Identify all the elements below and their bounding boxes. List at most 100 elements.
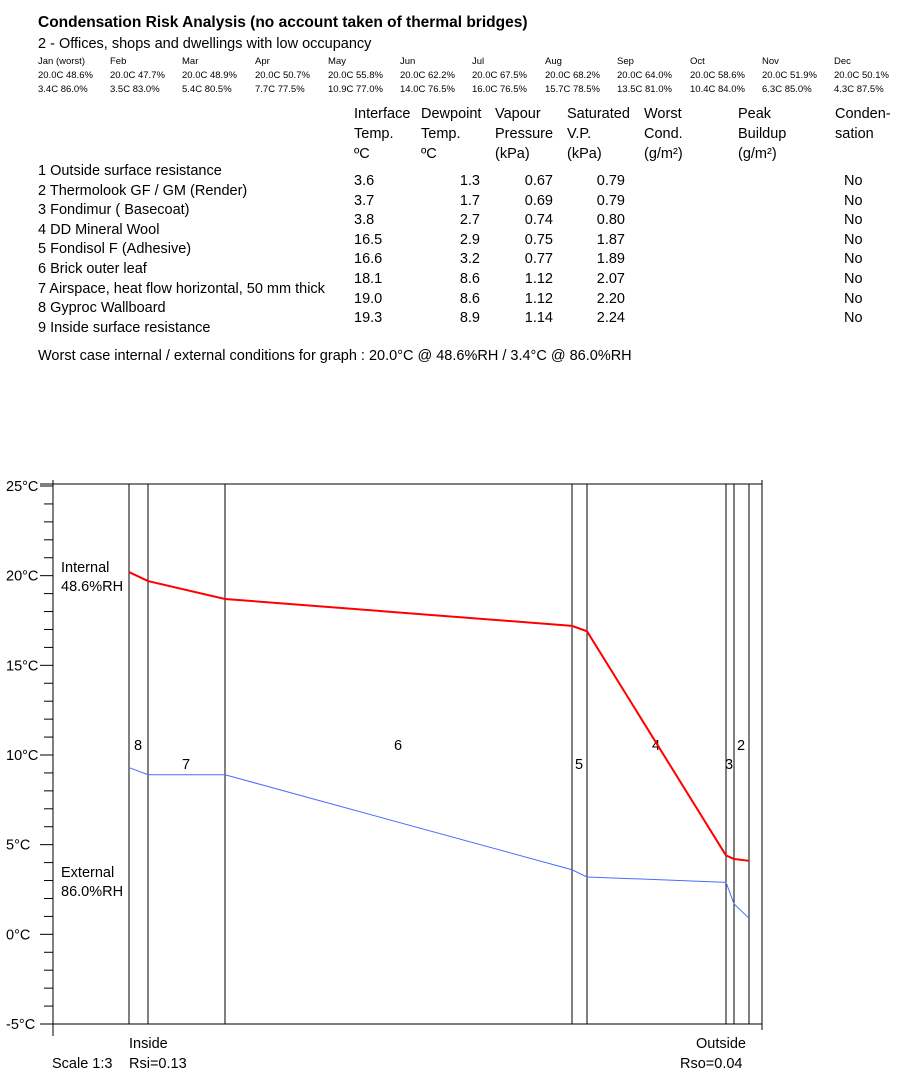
layer-number: 2 bbox=[737, 738, 745, 754]
cell-condensation: No bbox=[844, 290, 863, 307]
cell-interface-temp: 3.7 bbox=[354, 192, 375, 209]
layer-name: 2 Thermolook GF / GM (Render) bbox=[38, 182, 248, 199]
table-header: Saturated V.P. (kPa) bbox=[567, 106, 630, 162]
y-tick-label: 10°C bbox=[6, 748, 38, 764]
cell-interface-temp: 3.8 bbox=[354, 212, 375, 229]
month-name: Dec bbox=[834, 56, 851, 67]
month-internal: 20.0C 50.1% bbox=[834, 70, 889, 81]
y-tick-label: 25°C bbox=[6, 479, 38, 495]
cell-svp: 2.07 bbox=[596, 271, 625, 287]
month-internal: 20.0C 67.5% bbox=[472, 70, 527, 81]
cell-interface-temp: 16.5 bbox=[354, 231, 383, 248]
month-external: 14.0C 76.5% bbox=[400, 84, 455, 95]
table-header: Conden-sation bbox=[835, 106, 891, 142]
cell-condensation: No bbox=[844, 231, 863, 248]
month-name: Jul bbox=[472, 56, 485, 67]
month-name: May bbox=[328, 56, 346, 67]
month-external: 7.7C 77.5% bbox=[255, 84, 305, 95]
cell-vp: 0.74 bbox=[524, 212, 553, 229]
cell-condensation: No bbox=[844, 173, 863, 189]
layer-name: 4 DD Mineral Wool bbox=[38, 221, 160, 238]
cell-condensation: No bbox=[844, 212, 863, 229]
temperature-line bbox=[128, 571, 750, 862]
y-tick-label: 5°C bbox=[6, 838, 30, 854]
cell-interface-temp: 18.1 bbox=[354, 271, 383, 287]
layer-name: 1 Outside surface resistance bbox=[38, 163, 222, 179]
cell-svp: 1.89 bbox=[596, 251, 625, 268]
scale-label: Scale 1:3 bbox=[52, 1056, 112, 1072]
month-external: 5.4C 80.5% bbox=[182, 84, 232, 95]
inside-label: Inside bbox=[129, 1036, 168, 1052]
layer-name: 5 Fondisol F (Adhesive) bbox=[38, 241, 192, 258]
y-tick-label: 15°C bbox=[6, 658, 38, 674]
month-internal: 20.0C 51.9% bbox=[762, 70, 817, 81]
month-external: 13.5C 81.0% bbox=[617, 84, 672, 95]
cell-interface-temp: 16.6 bbox=[354, 251, 383, 268]
cell-vp: 0.67 bbox=[524, 173, 553, 189]
layer-name: 9 Inside surface resistance bbox=[38, 319, 211, 336]
month-name: Jun bbox=[400, 56, 416, 67]
month-external: 3.4C 86.0% bbox=[38, 84, 88, 95]
month-external: 15.7C 78.5% bbox=[545, 84, 600, 95]
cell-vp: 1.14 bbox=[524, 310, 553, 327]
cell-svp: 0.79 bbox=[596, 173, 625, 189]
cell-interface-temp: 19.0 bbox=[354, 290, 383, 307]
cell-condensation: No bbox=[844, 271, 863, 287]
cell-vp: 1.12 bbox=[524, 290, 553, 307]
cell-condensation: No bbox=[844, 310, 863, 327]
cell-svp: 2.20 bbox=[596, 290, 625, 307]
cell-dew: 1.3 bbox=[459, 173, 480, 189]
month-name: Feb bbox=[110, 56, 127, 67]
cell-dew: 8.6 bbox=[459, 290, 480, 307]
table-header: Vapour Pressure (kPa) bbox=[495, 106, 554, 162]
layer-number: 3 bbox=[725, 757, 733, 773]
report-title: Condensation Risk Analysis (no account t… bbox=[38, 14, 528, 31]
cell-vp: 1.12 bbox=[524, 271, 553, 287]
dewpoint-line bbox=[128, 767, 750, 919]
month-name: Mar bbox=[182, 56, 199, 67]
internal-rh-label: 48.6%RH bbox=[61, 579, 123, 595]
cell-dew: 8.6 bbox=[459, 271, 480, 287]
month-external: 3.5C 83.0% bbox=[110, 84, 160, 95]
layer-name: 6 Brick outer leaf bbox=[38, 261, 147, 277]
layer-number: 7 bbox=[182, 757, 190, 773]
cell-dew: 1.7 bbox=[459, 192, 480, 209]
month-internal: 20.0C 68.2% bbox=[545, 70, 600, 81]
cell-dew: 2.9 bbox=[459, 231, 480, 248]
cell-vp: 0.77 bbox=[524, 251, 553, 268]
layer-name: 8 Gyproc Wallboard bbox=[38, 300, 166, 317]
rso-label: Rso=0.04 bbox=[680, 1056, 742, 1072]
internal-label: Internal bbox=[61, 560, 109, 576]
month-external: 10.9C 77.0% bbox=[328, 84, 383, 95]
y-tick-label: 0°C bbox=[6, 927, 30, 943]
y-tick-label: 20°C bbox=[6, 569, 38, 585]
month-external: 16.0C 76.5% bbox=[472, 84, 527, 95]
cell-dew: 3.2 bbox=[459, 251, 480, 268]
month-internal: 20.0C 62.2% bbox=[400, 70, 455, 81]
month-name: Sep bbox=[617, 56, 634, 67]
month-internal: 20.0C 58.6% bbox=[690, 70, 745, 81]
report-subtitle: 2 - Offices, shops and dwellings with lo… bbox=[38, 36, 372, 52]
cell-vp: 0.69 bbox=[524, 192, 553, 209]
cell-condensation: No bbox=[844, 251, 863, 268]
table-header: Peak Buildup (g/m²) bbox=[738, 106, 787, 162]
cell-interface-temp: 3.6 bbox=[354, 173, 375, 189]
month-name: Aug bbox=[545, 56, 562, 67]
external-rh-label: 86.0%RH bbox=[61, 884, 123, 900]
layer-number: 4 bbox=[652, 738, 660, 754]
month-internal: 20.0C 50.7% bbox=[255, 70, 310, 81]
month-internal: 20.0C 48.9% bbox=[182, 70, 237, 81]
month-internal: 20.0C 55.8% bbox=[328, 70, 383, 81]
y-tick-label: -5°C bbox=[6, 1017, 35, 1033]
cell-condensation: No bbox=[844, 192, 863, 209]
month-name: Jan (worst) bbox=[38, 56, 85, 67]
month-external: 4.3C 87.5% bbox=[834, 84, 884, 95]
month-name: Nov bbox=[762, 56, 779, 67]
month-external: 10.4C 84.0% bbox=[690, 84, 745, 95]
outside-label: Outside bbox=[696, 1036, 746, 1052]
temperature-dewpoint-graph: 25°C 20°C 15°C 10°C 5°C 0°C -5°C 8 7 6 5 4 32 Interna… bbox=[6, 479, 763, 1072]
cell-dew: 2.7 bbox=[459, 212, 480, 229]
month-internal: 20.0C 47.7% bbox=[110, 70, 165, 81]
layer-number: 6 bbox=[394, 738, 402, 754]
cell-svp: 2.24 bbox=[596, 310, 625, 327]
